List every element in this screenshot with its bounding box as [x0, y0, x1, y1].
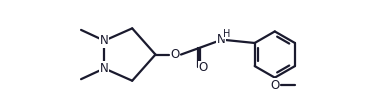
Text: N: N: [100, 62, 109, 75]
Text: O: O: [270, 79, 279, 92]
Text: N: N: [217, 33, 226, 46]
Text: H: H: [223, 29, 230, 39]
Text: O: O: [170, 48, 179, 61]
Text: O: O: [199, 61, 208, 74]
Text: N: N: [100, 34, 109, 47]
